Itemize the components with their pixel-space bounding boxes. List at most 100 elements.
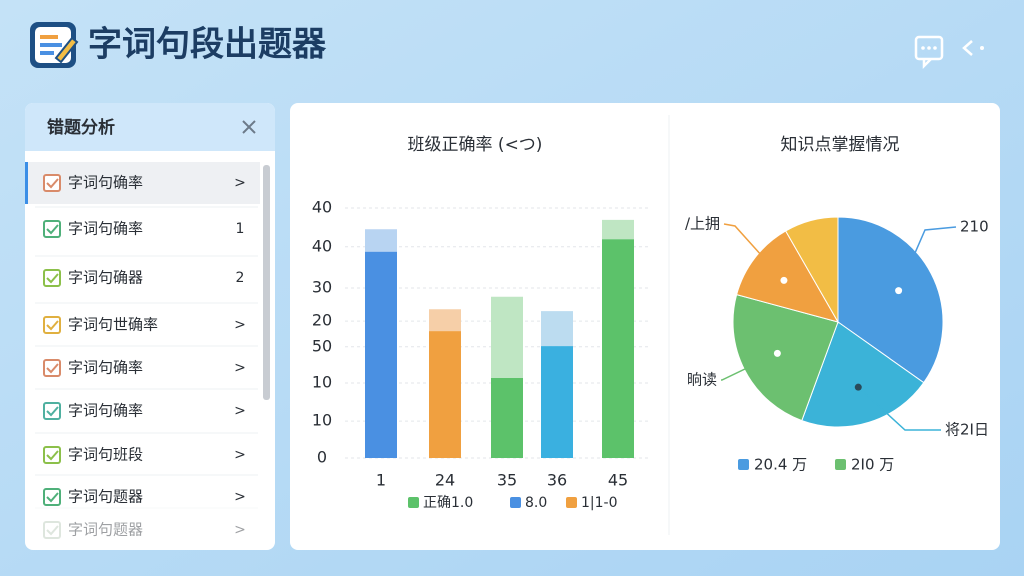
- item-icon-mark: [46, 450, 59, 461]
- bar: [365, 251, 397, 458]
- legend-swatch: [510, 497, 521, 508]
- item-icon: [43, 446, 61, 464]
- x-tick-label: 45: [608, 471, 628, 490]
- annotation-line: [857, 386, 941, 431]
- item-icon: [43, 269, 61, 287]
- item-icon-mark: [46, 525, 59, 536]
- item-label: 字词句确率: [68, 174, 143, 192]
- bar: [429, 331, 461, 458]
- item-icon-mark: [46, 492, 59, 503]
- bar-upper: [491, 296, 523, 378]
- annotation-label: 晌读: [687, 371, 717, 389]
- item-label: 字词句题器: [68, 521, 143, 539]
- y-tick-label: 40: [312, 198, 332, 217]
- item-icon: [43, 174, 61, 192]
- chart-title: 知识点掌握情况: [781, 135, 900, 155]
- legend-label: 2Ⅰ0 万: [851, 456, 894, 474]
- item-marker: >: [234, 317, 246, 333]
- bar: [491, 378, 523, 458]
- sidebar-item[interactable]: 字词句确率 1: [35, 206, 258, 238]
- legend-swatch: [408, 497, 419, 508]
- bar-upper: [365, 229, 397, 252]
- bar: [602, 239, 634, 458]
- selected-bg: [25, 162, 260, 204]
- item-marker: >: [234, 175, 246, 191]
- item-icon: [43, 220, 61, 238]
- bar-upper: [541, 311, 573, 347]
- annotation-dot: [773, 349, 781, 357]
- item-label: 字词句世确率: [68, 316, 158, 334]
- legend-label: 1|1-0: [581, 495, 618, 511]
- sidebar-item[interactable]: 字词句确率 >: [25, 162, 260, 204]
- sidebar-item[interactable]: 字词句确器 2: [35, 255, 258, 287]
- item-marker: 1: [236, 221, 245, 237]
- bar-upper: [602, 219, 634, 240]
- item-icon-mark: [46, 224, 59, 235]
- annotation-label: 210: [960, 218, 989, 236]
- legend-swatch: [566, 497, 577, 508]
- item-icon-mark: [46, 363, 59, 374]
- item-marker: 2: [236, 270, 245, 286]
- sidebar-item[interactable]: 字词句班段 >: [35, 432, 258, 464]
- y-tick-label: 30: [312, 278, 332, 297]
- item-label: 字词句确率: [68, 220, 143, 238]
- item-icon: [43, 488, 61, 506]
- app-logo: [30, 22, 79, 68]
- annotation-line: [723, 223, 785, 281]
- item-label: 字词句确率: [68, 359, 143, 377]
- legend-label: 8.0: [525, 495, 547, 511]
- pie-slice: [732, 293, 839, 422]
- sidebar-title: 错题分析: [47, 117, 115, 138]
- sidebar-item[interactable]: 字词句世确率 >: [35, 302, 258, 334]
- annotation-dot: [895, 287, 903, 295]
- pie-slice: [736, 230, 840, 323]
- item-icon-mark: [46, 178, 59, 189]
- legend-swatch: [738, 459, 749, 470]
- item-label: 字词句班段: [68, 446, 143, 464]
- item-icon: [43, 359, 61, 377]
- x-tick-label: 36: [547, 471, 567, 490]
- app-title: 字词句段出题器: [88, 25, 327, 65]
- annotation-line: [721, 352, 778, 381]
- item-icon-mark: [46, 273, 59, 284]
- y-tick-label: 10: [312, 411, 332, 430]
- item-marker: >: [234, 522, 246, 538]
- item-label: 字词句确器: [68, 269, 143, 287]
- bar: [541, 346, 573, 458]
- annotation-dot: [854, 383, 862, 391]
- chart-title: 班级正确率 (<つ): [408, 135, 543, 155]
- back-button[interactable]: [962, 40, 984, 56]
- item-icon: [43, 316, 61, 334]
- item-icon: [43, 402, 61, 420]
- item-label: 字词句确率: [68, 402, 143, 420]
- close-button[interactable]: [242, 120, 256, 134]
- item-marker: >: [234, 360, 246, 376]
- item-icon-mark: [46, 320, 59, 331]
- y-tick-label: 20: [312, 311, 332, 330]
- main-panel: [290, 103, 1000, 550]
- annotation-label: 将2Ⅰ日: [945, 421, 989, 439]
- sidebar: [25, 103, 275, 550]
- legend-label: 20.4 万: [754, 456, 807, 474]
- x-tick-label: 35: [497, 471, 517, 490]
- scrollbar[interactable]: [263, 165, 270, 400]
- sidebar-item[interactable]: 字词句确率 >: [35, 345, 258, 377]
- x-tick-label: 24: [435, 471, 455, 490]
- sidebar-item[interactable]: 字词句题器 >: [35, 507, 258, 539]
- annotation-line: [897, 226, 957, 291]
- item-marker: >: [234, 489, 246, 505]
- annotation-dot: [780, 276, 788, 284]
- y-tick-label: 0: [317, 448, 327, 467]
- charts: 班级正确率 (<つ) 0 10 10 50 20 30 40 40 1 24 35 36 45 正确1.0 8…: [312, 135, 989, 511]
- chat-button[interactable]: [914, 35, 944, 70]
- sidebar-item[interactable]: 字词句题器 >: [35, 474, 258, 506]
- y-tick-label: 10: [312, 373, 332, 392]
- selected-bar: [25, 162, 28, 204]
- pie-slice: [785, 216, 839, 324]
- pie-slice: [837, 216, 944, 384]
- legend-swatch: [835, 459, 846, 470]
- sidebar-item[interactable]: 字词句确率 >: [35, 388, 258, 420]
